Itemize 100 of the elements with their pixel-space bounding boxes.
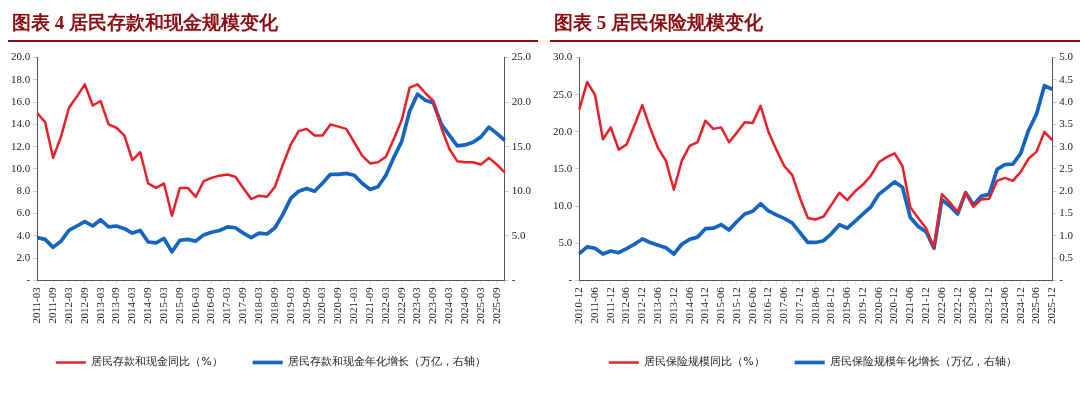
x-tick-label: 2016-03: [188, 286, 201, 325]
y-tick-label: 6.0: [16, 206, 31, 219]
legend-label: 居民保险规模同比（%）: [644, 355, 765, 369]
x-tick-label: 2013-03: [93, 286, 106, 325]
y2-tick-label: 4.0: [1059, 95, 1074, 108]
x-tick-label: 2011-09: [45, 286, 58, 324]
x-tick-label: 2014-03: [125, 286, 138, 325]
y-tick-label: 18.0: [11, 72, 31, 85]
x-tick-label: 2020-03: [315, 286, 328, 325]
x-tick-label: 2012-06: [619, 286, 632, 325]
y-tick-label: 8.0: [16, 184, 31, 197]
x-tick-label: 2019-03: [283, 286, 296, 325]
x-tick-label: 2015-06: [714, 286, 727, 325]
y-tick-label: 5.0: [558, 236, 573, 249]
x-tick-label: 2025-12: [1045, 287, 1058, 325]
y-tick-label: 2.0: [16, 250, 31, 263]
x-tick-label: 2015-12: [729, 287, 742, 325]
x-tick-label: 2022-09: [394, 286, 407, 325]
y2-tick-label: 20.0: [511, 95, 532, 108]
chart-title: 图表 5 居民保险规模变化: [550, 8, 1080, 42]
chart-title: 图表 4 居民存款和现金规模变化: [8, 8, 538, 42]
legend-label: 居民保险规模年化增长（万亿，右轴）: [830, 355, 1018, 369]
x-tick-label: 2019-12: [855, 287, 868, 325]
x-tick-label: 2024-06: [997, 286, 1010, 325]
x-tick-label: 2018-06: [808, 286, 821, 325]
x-tick-label: 2021-09: [362, 286, 375, 325]
legend-label: 居民存款和现金年化增长（万亿，右轴）: [288, 355, 487, 369]
x-tick-label: 2015-09: [172, 286, 185, 325]
y-tick-label: 10.0: [553, 198, 573, 211]
x-tick-label: 2016-12: [761, 287, 774, 325]
x-tick-label: 2015-03: [156, 286, 169, 325]
y-tick-label: -: [568, 273, 573, 286]
x-tick-label: 2017-12: [792, 287, 805, 325]
y-tick-label: 16.0: [11, 95, 31, 108]
y2-tick-label: 1.0: [1059, 228, 1074, 241]
x-tick-label: 2013-06: [650, 286, 663, 325]
x-tick-label: 2011-03: [30, 286, 43, 324]
x-tick-label: 2012-03: [61, 286, 74, 325]
x-tick-label: 2020-12: [887, 287, 900, 325]
x-tick-label: 2023-03: [410, 286, 423, 325]
y-tick-label: 14.0: [11, 117, 31, 130]
x-tick-label: 2014-06: [682, 286, 695, 325]
y2-tick-label: 5.0: [1059, 50, 1074, 63]
x-tick-label: 2022-12: [950, 287, 963, 325]
y2-tick-label: 1.5: [1059, 206, 1074, 219]
y2-tick-label: 2.5: [1059, 161, 1074, 174]
x-tick-label: 2020-09: [331, 286, 344, 325]
y-tick-label: 20.0: [553, 124, 573, 137]
x-tick-label: 2016-06: [745, 286, 758, 325]
x-tick-label: 2021-06: [903, 286, 916, 325]
y2-tick-label: 10.0: [511, 184, 532, 197]
y2-tick-label: 3.0: [1059, 139, 1074, 152]
x-tick-label: 2013-09: [109, 286, 122, 325]
x-tick-label: 2017-06: [777, 286, 790, 325]
x-tick-label: 2024-09: [458, 286, 471, 325]
y2-tick-label: 0.5: [1059, 250, 1074, 263]
x-tick-label: 2025-06: [1029, 286, 1042, 325]
x-tick-label: 2024-03: [442, 286, 455, 325]
x-tick-label: 2021-03: [347, 286, 360, 325]
x-tick-label: 2012-12: [635, 287, 648, 325]
y2-tick-label: -: [511, 273, 516, 286]
x-tick-label: 2018-09: [267, 286, 280, 325]
y2-tick-label: 5.0: [511, 228, 526, 241]
x-tick-label: 2023-09: [426, 286, 439, 325]
y-tick-label: 15.0: [553, 161, 573, 174]
y2-tick-label: 25.0: [511, 50, 532, 63]
x-tick-label: 2016-09: [204, 286, 217, 325]
y2-tick-label: 3.5: [1059, 117, 1074, 130]
x-tick-label: 2023-12: [982, 287, 995, 325]
x-tick-label: 2017-09: [236, 286, 249, 325]
x-tick-label: 2019-09: [299, 286, 312, 325]
y-tick-label: 12.0: [11, 139, 31, 152]
x-tick-label: 2019-06: [840, 286, 853, 325]
x-tick-label: 2020-06: [871, 286, 884, 325]
y2-tick-label: 4.5: [1059, 72, 1074, 85]
x-tick-label: 2024-12: [1013, 287, 1026, 325]
y-tick-label: 20.0: [11, 50, 31, 63]
x-tick-label: 2014-12: [698, 287, 711, 325]
x-tick-label: 2017-03: [220, 286, 233, 325]
y2-tick-label: 15.0: [511, 139, 532, 152]
y-tick-label: 30.0: [553, 50, 573, 63]
y2-tick-label: 2.0: [1059, 184, 1074, 197]
x-tick-label: 2010-12: [572, 287, 585, 325]
y-tick-label: 4.0: [16, 228, 31, 241]
x-tick-label: 2011-06: [587, 286, 600, 324]
y2-tick-label: -: [1059, 273, 1064, 286]
y-tick-label: 10.0: [11, 161, 31, 174]
x-tick-label: 2022-06: [934, 286, 947, 325]
x-tick-label: 2013-12: [666, 287, 679, 325]
x-tick-label: 2025-03: [473, 286, 486, 325]
x-tick-label: 2014-09: [141, 286, 154, 325]
y-tick-label: -: [26, 273, 31, 286]
y-tick-label: 25.0: [553, 87, 573, 100]
x-tick-label: 2018-03: [252, 286, 265, 325]
x-tick-label: 2025-09: [489, 286, 502, 325]
x-tick-label: 2012-09: [77, 286, 90, 325]
x-tick-label: 2021-12: [919, 287, 932, 325]
x-tick-label: 2011-12: [603, 287, 616, 324]
x-tick-label: 2022-03: [378, 286, 391, 325]
x-tick-label: 2018-12: [824, 287, 837, 325]
